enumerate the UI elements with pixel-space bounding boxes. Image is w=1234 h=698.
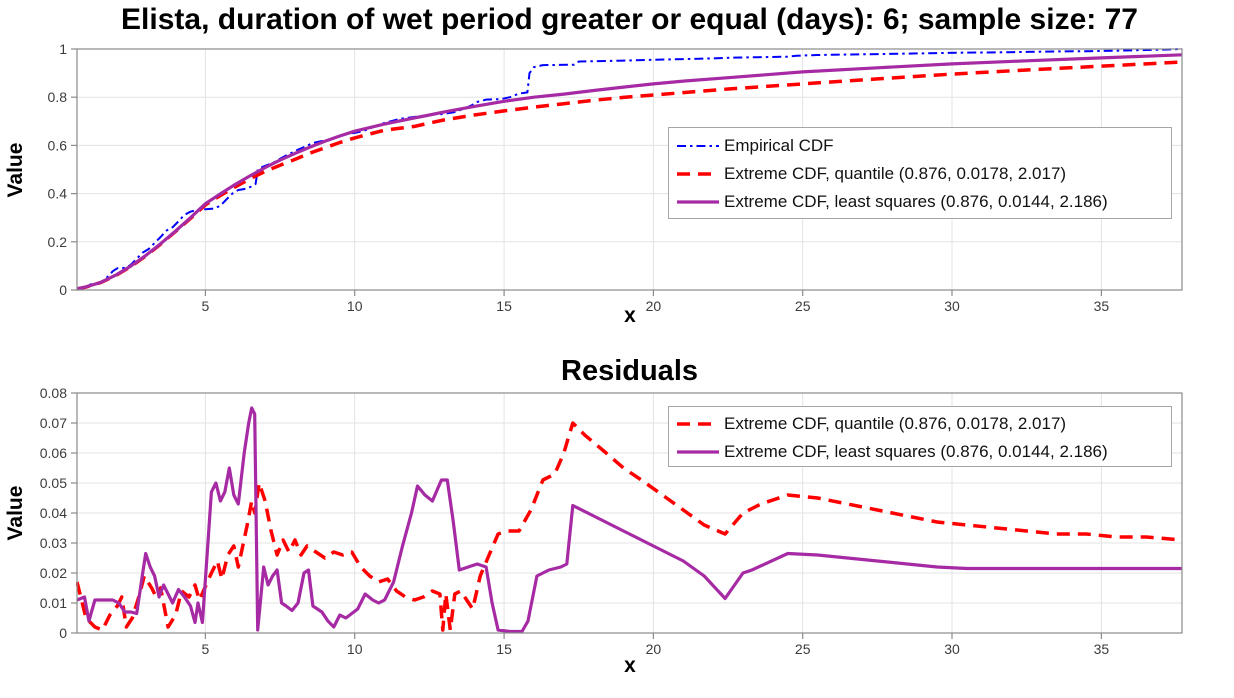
y-tick-label: 0.4: [48, 186, 68, 202]
y-tick-label: 0.01: [40, 595, 67, 611]
cdf-plot-title: Elista, duration of wet period greater o…: [121, 3, 1138, 36]
x-tick-label: 35: [1094, 641, 1110, 657]
residuals-plot-title: Residuals: [561, 355, 698, 387]
series-line: [76, 421, 1183, 632]
series-line: [76, 53, 1183, 291]
legend-label: Extreme CDF, quantile (0.876, 0.0178, 2.…: [724, 164, 1067, 183]
legend-line-sample: [677, 415, 719, 433]
legend-entry: Extreme CDF, quantile (0.876, 0.0178, 2.…: [669, 160, 1171, 188]
legend-line-sample: [677, 193, 719, 211]
x-tick-label: 25: [795, 641, 811, 657]
y-tick-label: 0.6: [48, 137, 68, 153]
legend-entry: Extreme CDF, least squares (0.876, 0.014…: [669, 188, 1171, 216]
x-tick-label: 10: [347, 298, 363, 314]
x-tick-label: 15: [496, 641, 512, 657]
x-tick-label: 35: [1094, 298, 1110, 314]
series-line: [76, 48, 1183, 290]
residuals-x-axis-label: x: [624, 654, 636, 677]
plot-box: [76, 48, 1183, 291]
residuals-y-axis-label: Value: [4, 485, 27, 541]
legend-label: Empirical CDF: [724, 136, 834, 155]
residuals-legend: Extreme CDF, quantile (0.876, 0.0178, 2.…: [668, 406, 1172, 467]
x-tick-label: 15: [496, 298, 512, 314]
legend-label: Extreme CDF, least squares (0.876, 0.014…: [724, 442, 1108, 461]
x-tick-label: 10: [347, 641, 363, 657]
cdf-x-axis-label: x: [624, 304, 636, 327]
legend-line-sample: [677, 137, 719, 155]
y-tick-label: 0: [59, 625, 67, 641]
y-tick-label: 0.07: [40, 415, 67, 431]
x-tick-label: 30: [944, 298, 960, 314]
y-tick-label: 0.03: [40, 535, 67, 551]
y-tick-label: 0.04: [40, 505, 67, 521]
x-tick-label: 5: [202, 641, 210, 657]
y-tick-label: 0.02: [40, 565, 67, 581]
y-tick-label: 0: [59, 282, 67, 298]
x-tick-label: 5: [202, 298, 210, 314]
series-line: [76, 406, 1182, 634]
legend-line-sample: [677, 443, 719, 461]
cdf-y-axis-label: Value: [4, 142, 27, 198]
legend-line-sample: [677, 165, 719, 183]
cdf-legend: Empirical CDF Extreme CDF, quantile (0.87…: [668, 127, 1172, 219]
x-tick-label: 30: [944, 641, 960, 657]
y-tick-label: 0.08: [40, 385, 67, 401]
x-tick-label: 20: [646, 641, 662, 657]
x-tick-label: 20: [646, 298, 662, 314]
x-tick-label: 25: [795, 298, 811, 314]
legend-label: Extreme CDF, quantile (0.876, 0.0178, 2.…: [724, 414, 1067, 433]
legend-label: Extreme CDF, least squares (0.876, 0.014…: [724, 192, 1108, 211]
y-tick-label: 0.05: [40, 475, 67, 491]
legend-entry: Extreme CDF, quantile (0.876, 0.0178, 2.…: [669, 410, 1171, 438]
y-tick-label: 0.8: [48, 89, 68, 105]
y-tick-label: 0.06: [40, 445, 67, 461]
legend-entry: Extreme CDF, least squares (0.876, 0.014…: [669, 438, 1171, 466]
y-tick-label: 0.2: [48, 234, 68, 250]
legend-entry: Empirical CDF: [669, 132, 1171, 160]
y-tick-label: 1: [59, 41, 67, 57]
